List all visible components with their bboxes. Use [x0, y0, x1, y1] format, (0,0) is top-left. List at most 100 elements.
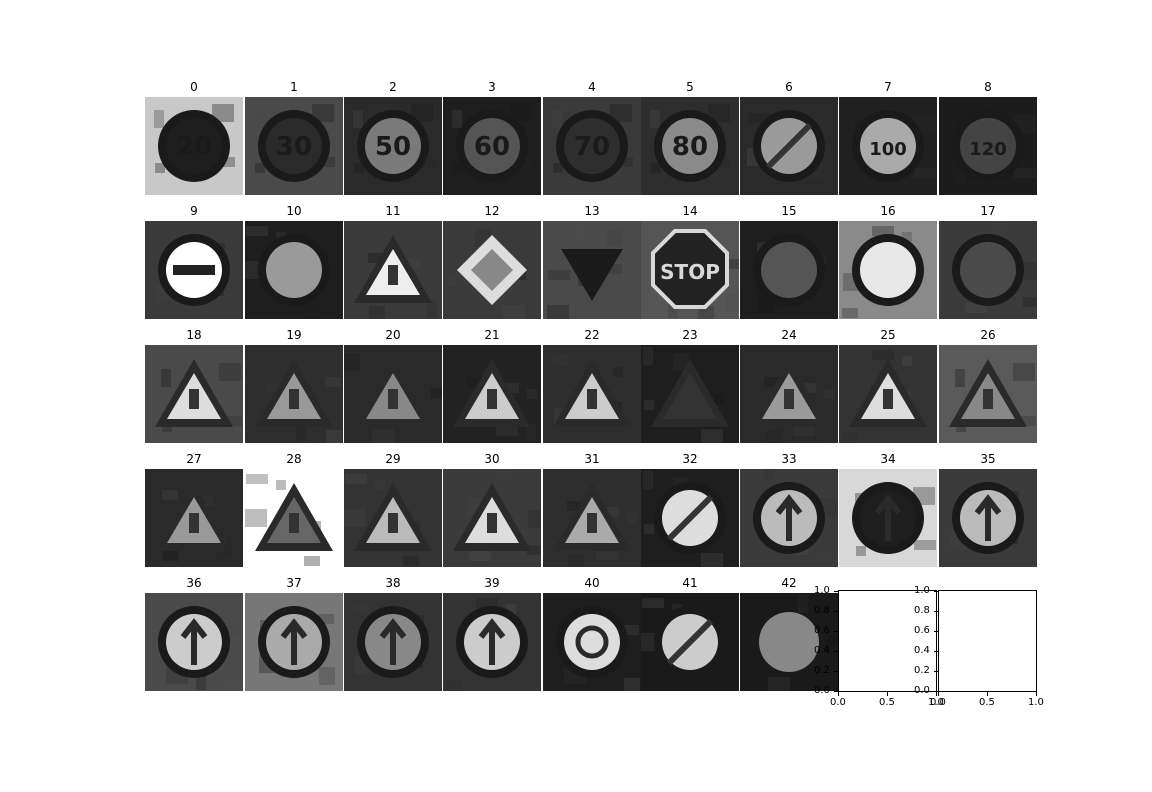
- y-tick-label: 1.0: [914, 585, 930, 596]
- sign-tile: 13: [543, 202, 641, 319]
- tile-title: 30: [484, 452, 500, 466]
- turn-left-ahead-sign-image: [839, 469, 937, 567]
- tile-title: 34: [880, 452, 896, 466]
- sign-tile: 1 30: [245, 78, 343, 195]
- yield-sign-image: [543, 221, 641, 319]
- tile-title: 8: [984, 80, 992, 94]
- tile-title: 7: [884, 80, 892, 94]
- no-passing-sign-image: [145, 221, 243, 319]
- svg-text:50: 50: [375, 132, 411, 162]
- tile-title: 40: [584, 576, 600, 590]
- sign-tile: 36: [145, 574, 243, 691]
- y-tick-mark: [934, 650, 938, 652]
- speed-limit-80-sign-image: 80: [641, 97, 739, 195]
- y-tick-mark: [834, 590, 838, 592]
- y-tick-mark: [934, 630, 938, 632]
- svg-text:20: 20: [176, 132, 212, 162]
- tile-title: 31: [584, 452, 600, 466]
- sign-tile: 42: [740, 574, 838, 691]
- tile-title: 33: [781, 452, 797, 466]
- tile-title: 27: [186, 452, 202, 466]
- tile-title: 36: [186, 576, 202, 590]
- x-tick-label: 0.0: [830, 697, 846, 708]
- y-tick-mark: [834, 690, 838, 692]
- sign-tile: 12: [443, 202, 541, 319]
- end-no-passing-trucks-sign-image: [740, 593, 838, 691]
- y-tick-mark: [834, 670, 838, 672]
- y-tick-mark: [934, 670, 938, 672]
- y-tick-label: 0.4: [914, 645, 930, 656]
- y-tick-label: 0.6: [814, 625, 830, 636]
- tile-title: 28: [286, 452, 302, 466]
- y-tick-label: 0.8: [814, 605, 830, 616]
- tile-title: 9: [190, 204, 198, 218]
- y-tick-label: 0.2: [814, 665, 830, 676]
- keep-right-sign-image: [344, 593, 442, 691]
- svg-text:80: 80: [672, 132, 708, 162]
- sign-tile: 19: [245, 326, 343, 443]
- svg-text:100: 100: [869, 139, 907, 160]
- slippery-road-sign-image: [641, 345, 739, 443]
- priority-road-sign-image: [443, 221, 541, 319]
- tile-title: 12: [484, 204, 500, 218]
- tile-title: 16: [880, 204, 896, 218]
- tile-title: 2: [389, 80, 397, 94]
- sign-tile: 24: [740, 326, 838, 443]
- sign-tile: 5 80: [641, 78, 739, 195]
- tile-title: 11: [385, 204, 401, 218]
- x-tick-label: 1.0: [928, 697, 944, 708]
- y-tick-label: 1.0: [814, 585, 830, 596]
- y-tick-mark: [934, 590, 938, 592]
- sign-tile: 9: [145, 202, 243, 319]
- y-tick-mark: [934, 690, 938, 692]
- children-crossing-sign-image: [245, 469, 343, 567]
- tile-title: 19: [286, 328, 302, 342]
- sign-tile: 11: [344, 202, 442, 319]
- tile-title: 6: [785, 80, 793, 94]
- tile-title: 23: [682, 328, 698, 342]
- sign-tile: 6: [740, 78, 838, 195]
- empty-axes: [938, 590, 1037, 692]
- tile-title: 0: [190, 80, 198, 94]
- tile-title: 26: [980, 328, 996, 342]
- x-tick-label: 0.0: [930, 697, 946, 708]
- sign-tile: 23: [641, 326, 739, 443]
- svg-text:60: 60: [474, 132, 510, 162]
- tile-title: 18: [186, 328, 202, 342]
- sign-tile: 15: [740, 202, 838, 319]
- sign-tile: 22: [543, 326, 641, 443]
- x-tick-label: 0.5: [979, 697, 995, 708]
- sign-tile: 25: [839, 326, 937, 443]
- sign-tile: 27: [145, 450, 243, 567]
- tile-title: 14: [682, 204, 698, 218]
- speed-limit-60-sign-image: 60: [443, 97, 541, 195]
- y-tick-label: 0.0: [814, 685, 830, 696]
- sign-tile: 0 20: [145, 78, 243, 195]
- speed-limit-100-sign-image: 100: [839, 97, 937, 195]
- svg-text:STOP: STOP: [660, 260, 720, 284]
- right-of-way-sign-image: [344, 221, 442, 319]
- wild-animals-sign-image: [543, 469, 641, 567]
- end-of-no-passing-sign-image: [641, 593, 739, 691]
- double-curve-sign-image: [443, 345, 541, 443]
- y-tick-label: 0.6: [914, 625, 930, 636]
- tile-title: 15: [781, 204, 797, 218]
- sign-tile: 33: [740, 450, 838, 567]
- sign-tile: 29: [344, 450, 442, 567]
- x-tick-mark: [837, 692, 839, 696]
- y-tick-label: 0.4: [814, 645, 830, 656]
- general-caution-sign-image: [145, 345, 243, 443]
- tile-title: 1: [290, 80, 298, 94]
- turn-right-ahead-sign-image: [740, 469, 838, 567]
- go-straight-or-left-sign-image: [245, 593, 343, 691]
- x-tick-label: 0.5: [879, 697, 895, 708]
- tile-title: 39: [484, 576, 500, 590]
- keep-left-sign-image: [443, 593, 541, 691]
- no-trucks-sign-image: [839, 221, 937, 319]
- y-tick-mark: [834, 630, 838, 632]
- stop-sign-image: STOP: [641, 221, 739, 319]
- sign-tile: 21: [443, 326, 541, 443]
- sign-tile: 31: [543, 450, 641, 567]
- road-narrows-sign-image: [740, 345, 838, 443]
- tile-title: 41: [682, 576, 698, 590]
